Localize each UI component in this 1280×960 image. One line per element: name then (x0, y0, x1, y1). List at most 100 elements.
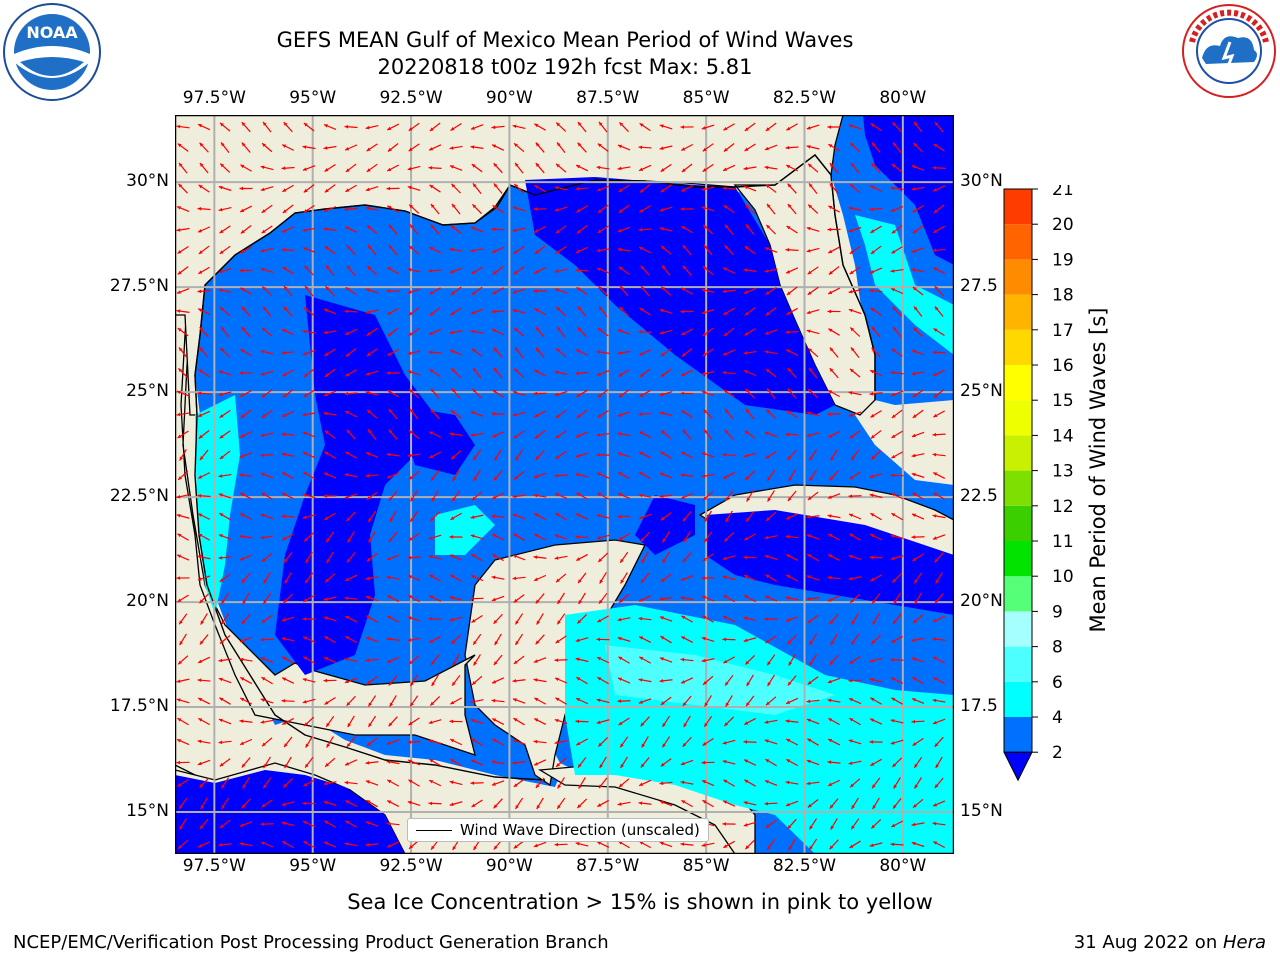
wave-direction-arrow (281, 637, 295, 642)
wave-direction-arrow (617, 492, 631, 500)
wave-direction-arrow (680, 759, 694, 766)
wave-direction-arrow (660, 163, 672, 173)
wave-direction-arrow (661, 551, 671, 564)
wave-direction-arrow (218, 185, 232, 192)
wave-direction-arrow (365, 843, 379, 847)
wave-direction-arrow (911, 371, 925, 376)
wind-wave-direction-arrows (176, 121, 946, 851)
wave-direction-arrow (575, 842, 589, 847)
wave-direction-arrow (344, 328, 358, 336)
wave-direction-arrow (680, 328, 694, 336)
wave-direction-arrow (178, 183, 188, 194)
wave-direction-arrow (449, 145, 463, 150)
wave-direction-arrow (239, 636, 253, 643)
wave-direction-arrow (744, 143, 756, 152)
wave-direction-arrow (577, 326, 587, 338)
wave-direction-arrow (807, 347, 819, 358)
lon-tick-top: 80°W (879, 88, 927, 108)
wave-direction-arrow (388, 408, 398, 420)
footer-date: 31 Aug 2022 on Hera (1074, 932, 1266, 953)
lon-tick-bottom: 80°W (879, 856, 927, 876)
wave-direction-arrow (386, 452, 400, 457)
wave-direction-arrow (218, 493, 232, 499)
wave-direction-arrow (827, 779, 841, 787)
wave-direction-arrow (176, 554, 190, 561)
wave-direction-arrow (619, 551, 629, 564)
wave-direction-arrow (534, 245, 546, 255)
wave-direction-arrow (534, 430, 546, 439)
wave-direction-arrow (702, 163, 714, 173)
wave-direction-arrow (262, 121, 272, 133)
wave-direction-arrow (596, 165, 610, 170)
wave-direction-arrow (514, 613, 524, 625)
wave-direction-arrow (849, 655, 861, 665)
wave-direction-arrow (450, 307, 462, 316)
colorbar: 2 4 6 8 9 10 11 12 13 14 15 16 17 18 19 20 21 (1000, 185, 1080, 785)
wave-direction-arrow (555, 512, 567, 521)
wave-direction-arrow (659, 472, 673, 479)
wave-direction-arrow (848, 289, 862, 294)
wave-direction-arrow (555, 573, 567, 583)
wave-direction-arrow (197, 123, 211, 131)
wave-direction-arrow (261, 389, 273, 398)
wave-direction-arrow (932, 166, 946, 170)
wave-direction-arrow (219, 697, 231, 705)
wave-direction-arrow (177, 143, 189, 152)
wave-direction-arrow (179, 449, 187, 461)
wave-direction-arrow (493, 183, 503, 194)
wave-direction-arrow (323, 145, 337, 150)
wave-direction-arrow (198, 184, 210, 193)
colorbar-tick-label: 17 (1052, 321, 1074, 341)
wave-direction-arrow (785, 596, 799, 601)
wave-direction-arrow (680, 143, 694, 152)
wave-direction-arrow (638, 164, 652, 172)
footer-date-text: 31 Aug 2022 on (1073, 932, 1223, 953)
wave-direction-arrow (554, 473, 568, 478)
wave-direction-arrow (933, 389, 945, 398)
wave-direction-arrow (429, 122, 441, 132)
wave-direction-arrow (281, 350, 295, 355)
wave-direction-arrow (450, 697, 462, 705)
wave-direction-arrow (766, 654, 776, 666)
wave-direction-arrow (617, 350, 631, 355)
wave-direction-arrow (430, 203, 440, 215)
wave-direction-arrow (261, 614, 273, 624)
wave-direction-arrow (911, 472, 925, 478)
wave-direction-arrow (512, 576, 526, 581)
wave-direction-arrow (722, 760, 736, 765)
wave-direction-arrow (932, 350, 946, 355)
wave-direction-arrow (935, 756, 943, 769)
wave-direction-arrow (767, 490, 775, 502)
wave-direction-arrow (176, 412, 190, 417)
wave-direction-arrow (575, 431, 589, 438)
wave-direction-arrow (533, 678, 547, 683)
wave-direction-arrow (365, 821, 379, 827)
wave-direction-arrow (870, 450, 882, 460)
wave-direction-arrow (198, 266, 210, 275)
wave-direction-arrow (575, 473, 589, 478)
wave-direction-arrow (366, 615, 378, 623)
wave-direction-arrow (344, 842, 358, 847)
wave-direction-arrow (787, 490, 797, 502)
wave-direction-arrow (891, 163, 903, 173)
wave-direction-arrow (428, 801, 442, 806)
wave-direction-arrow (387, 327, 399, 337)
wave-direction-arrow (596, 267, 610, 274)
chart-subtitle: 20220818 t00z 192h fcst Max: 5.81 (377, 55, 753, 79)
wave-direction-arrow (659, 841, 673, 848)
wave-direction-arrow (725, 510, 733, 523)
wave-direction-arrow (785, 534, 799, 539)
wave-direction-arrow (891, 451, 903, 459)
wave-direction-arrow (344, 800, 358, 807)
wave-direction-arrow (346, 265, 356, 276)
wave-direction-arrow (428, 246, 442, 254)
lon-tick-bottom: 82.5°W (772, 856, 837, 876)
wave-direction-arrow (723, 123, 735, 131)
wave-direction-arrow (176, 227, 190, 232)
wave-direction-arrow (806, 309, 820, 315)
wave-direction-arrow (912, 389, 924, 398)
wave-direction-arrow (324, 245, 336, 255)
wave-direction-arrow (849, 430, 861, 439)
wave-direction-arrow (491, 328, 505, 336)
wave-direction-arrow (176, 576, 190, 580)
